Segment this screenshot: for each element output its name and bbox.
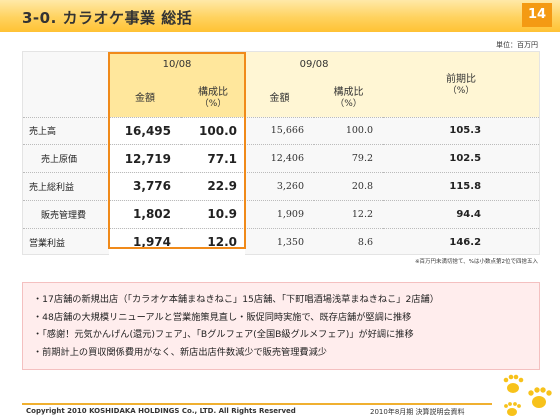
current-composition: 10.9: [181, 199, 246, 229]
highlight-item: ・「感謝！元気かんげん(還元)フェア」、「Bグルフェア(全国B級グルメフェア)」…: [33, 329, 414, 340]
row-label: 売上原価: [23, 144, 109, 173]
current-composition: 22.9: [181, 172, 246, 201]
table-row: 営業利益 1,974 12.0 1,350 8.6 146.2: [23, 227, 540, 256]
header-yoy-ratio-unit: （%）: [447, 86, 475, 97]
highlights-box: ・17店舗の新規出店（「カラオケ本舗まねきねこ」15店舗、「下町唱酒場浅草まねき…: [22, 282, 540, 370]
table-row: 販売管理費 1,802 10.9 1,909 12.2 94.4: [23, 199, 540, 229]
header-yoy-ratio: 前期比 （%）: [383, 52, 540, 117]
table-row: 売上総利益 3,776 22.9 3,260 20.8 115.8: [23, 172, 540, 201]
previous-amount: 12,406: [245, 144, 315, 173]
highlight-item: ・17店舗の新規出店（「カラオケ本舗まねきねこ」15店舗、「下町唱酒場浅草まねき…: [33, 294, 439, 305]
header-current-composition: 構成比 （%）: [181, 77, 246, 117]
row-label: 売上高: [23, 116, 109, 145]
header-yoy-ratio-label: 前期比: [446, 74, 477, 86]
current-amount: 1,974: [109, 227, 181, 256]
financial-summary-table-panel: 10/08 09/08 前期比 （%） 金額 構成比 （%） 金額 構成比 （%…: [22, 51, 540, 256]
previous-composition: 20.8: [314, 172, 384, 201]
header-corner: [23, 52, 109, 77]
yoy-ratio: 94.4: [383, 199, 540, 229]
highlight-item: ・48店舗の大規模リニューアルと営業施策見直し・販促同時実施で、既存店舗が堅調に…: [33, 311, 412, 323]
previous-composition: 79.2: [314, 144, 384, 173]
row-label: 売上総利益: [23, 172, 109, 201]
table-row: 売上高 16,495 100.0 15,666 100.0 105.3: [23, 116, 540, 145]
table-row: 売上原価 12,719 77.1 12,406 79.2 102.5: [23, 144, 540, 173]
yoy-ratio: 146.2: [383, 227, 540, 256]
paw-prints-icon: [503, 374, 552, 416]
current-amount: 16,495: [109, 116, 181, 145]
previous-amount: 3,260: [245, 172, 315, 201]
current-amount: 1,802: [109, 199, 181, 229]
previous-amount: 1,909: [245, 199, 315, 229]
row-label: 販売管理費: [23, 199, 109, 229]
previous-composition: 12.2: [314, 199, 384, 229]
header-current-amount: 金額: [109, 77, 181, 117]
current-composition: 100.0: [181, 116, 246, 145]
highlight-item: ・前期計上の買収関係費用がなく、新店出店件数減少で販売管理費減少: [33, 346, 327, 358]
yoy-ratio: 115.8: [383, 172, 540, 201]
header-previous-composition-unit: （%）: [335, 98, 362, 109]
header-previous-amount: 金額: [245, 77, 315, 117]
page-number-badge: 14: [522, 3, 552, 27]
financial-summary-table: 10/08 09/08 前期比 （%） 金額 構成比 （%） 金額 構成比 （%…: [23, 52, 540, 256]
header-previous-composition-label: 構成比: [333, 86, 364, 98]
header-current-period: 10/08: [109, 52, 246, 77]
yoy-ratio: 105.3: [383, 116, 540, 145]
header-current-composition-label: 構成比: [198, 86, 228, 98]
slide-title: 3-0. カラオケ事業 総括: [22, 9, 193, 27]
footer-divider: [22, 403, 492, 405]
header-previous-period: 09/08: [245, 52, 384, 77]
header-previous-composition: 構成比 （%）: [314, 77, 384, 117]
document-name: 2010年8月期 決算説明会資料: [370, 408, 465, 416]
current-composition: 77.1: [181, 144, 246, 173]
previous-amount: 15,666: [245, 116, 315, 145]
unit-note: 単位：百万円: [496, 41, 538, 49]
current-amount: 12,719: [109, 144, 181, 173]
header-current-composition-unit: （%）: [199, 98, 227, 109]
yoy-ratio: 102.5: [383, 144, 540, 173]
header-corner-lower: [23, 77, 109, 117]
copyright-text: Copyright 2010 KOSHIDAKA HOLDINGS Co., L…: [26, 407, 296, 415]
previous-amount: 1,350: [245, 227, 315, 256]
table-footnote: ※百万円未満切捨て、%は小数点第2位で四捨五入: [414, 259, 538, 265]
current-composition: 12.0: [181, 227, 246, 256]
current-amount: 3,776: [109, 172, 181, 201]
slide-header: 3-0. カラオケ事業 総括 14: [0, 0, 560, 32]
previous-composition: 8.6: [314, 227, 384, 256]
row-label: 営業利益: [23, 227, 109, 256]
previous-composition: 100.0: [314, 116, 384, 145]
